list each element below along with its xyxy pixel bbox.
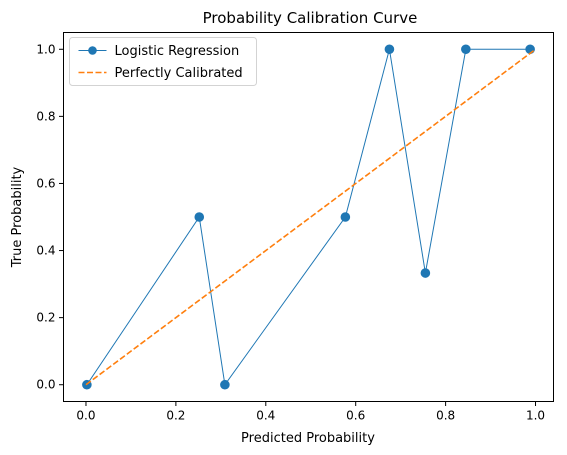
- x-tick-label: 1.0: [526, 409, 545, 423]
- x-tick-label: 0.0: [76, 409, 95, 423]
- x-tick-label: 0.2: [166, 409, 185, 423]
- data-point: [340, 212, 351, 222]
- legend-entry-label: Logistic Regression: [115, 44, 240, 59]
- y-tick-label: 0.0: [36, 378, 55, 392]
- legend-entry-label: Perfectly Calibrated: [115, 66, 243, 81]
- y-tick-label: 0.4: [36, 244, 55, 258]
- x-tick-label: 0.6: [346, 409, 365, 423]
- x-tick-label: 0.8: [436, 409, 455, 423]
- legend-box: [69, 37, 257, 86]
- plot-area: [82, 44, 536, 390]
- y-tick-label: 0.6: [36, 176, 55, 190]
- data-point: [194, 212, 205, 222]
- y-tick-label: 1.0: [36, 42, 55, 56]
- data-point: [384, 44, 395, 55]
- data-point: [461, 44, 471, 55]
- legend-marker: [88, 46, 97, 55]
- chart-title: Probability Calibration Curve: [203, 9, 418, 27]
- y-tick-label: 0.2: [36, 311, 55, 325]
- logistic-regression-line: [86, 48, 531, 387]
- legend: Logistic Regression Perfectly Calibrated: [69, 37, 257, 86]
- y-axis-label: True Probability: [10, 166, 25, 268]
- x-tick-label: 0.4: [256, 409, 275, 423]
- data-point: [420, 268, 431, 278]
- x-axis-label: Predicted Probability: [241, 431, 375, 446]
- data-point: [220, 379, 230, 390]
- data-point: [525, 44, 535, 55]
- axes-frame: [63, 32, 554, 402]
- y-tick-label: 0.8: [36, 109, 55, 123]
